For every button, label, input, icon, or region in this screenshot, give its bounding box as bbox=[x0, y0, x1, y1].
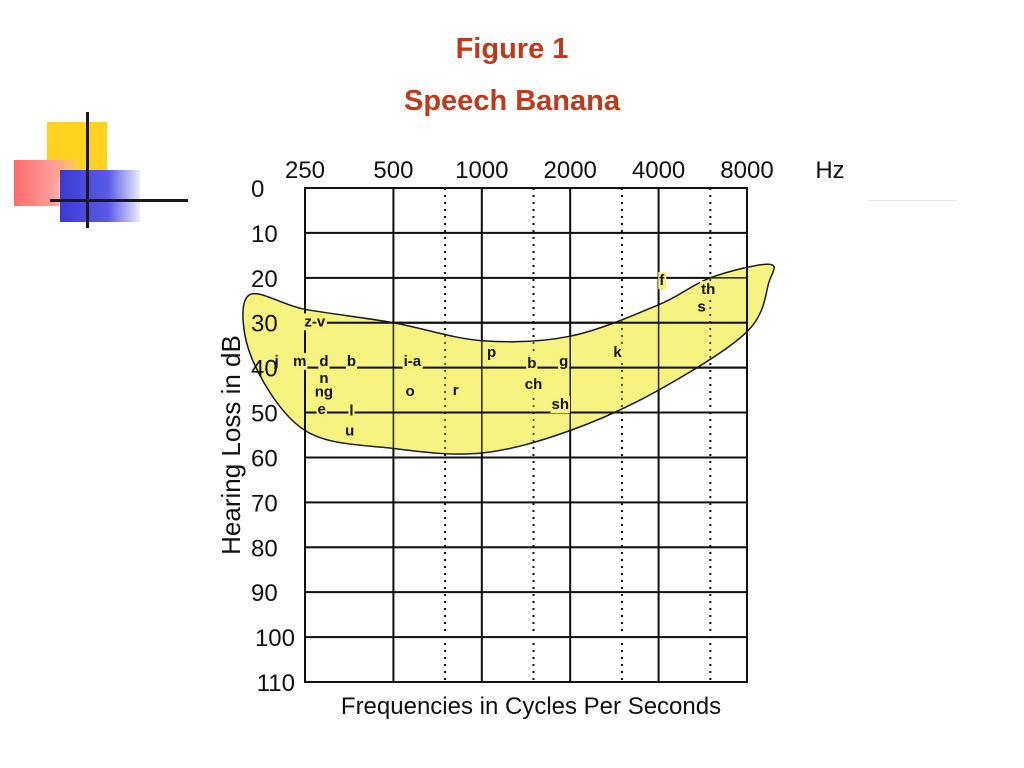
phoneme-label-bg bbox=[292, 352, 308, 370]
phoneme-label-bg bbox=[612, 343, 624, 361]
y-tick-label: 60 bbox=[251, 445, 278, 472]
figure-subtitle: Speech Banana bbox=[404, 85, 620, 117]
phoneme-label: g bbox=[559, 353, 568, 370]
y-tick-label: 0 bbox=[251, 176, 264, 203]
phoneme-label: l bbox=[349, 402, 353, 419]
phoneme-label-bg bbox=[558, 352, 570, 370]
speech-banana bbox=[242, 263, 775, 455]
decor-horizontal-line bbox=[50, 199, 188, 202]
phoneme-label: sh bbox=[551, 396, 569, 413]
y-tick-label: 30 bbox=[251, 311, 278, 338]
phoneme-label: f bbox=[659, 272, 665, 289]
y-tick-label: 70 bbox=[251, 490, 278, 517]
phoneme-label-bg bbox=[318, 369, 330, 387]
phoneme-label: i-a bbox=[404, 353, 422, 370]
phoneme-label: p bbox=[487, 344, 496, 361]
phoneme-label: n bbox=[319, 370, 328, 387]
phoneme-label: o bbox=[406, 383, 415, 400]
x-tick-label: 4000 bbox=[632, 157, 685, 184]
phoneme-label-bg bbox=[526, 355, 538, 373]
phoneme-label-bg bbox=[344, 422, 356, 440]
phoneme-label-bg bbox=[700, 281, 717, 299]
phoneme-label-bg bbox=[303, 313, 327, 331]
phoneme-label-bg bbox=[272, 352, 280, 370]
phoneme-label: j bbox=[273, 353, 278, 370]
phoneme-label-bg bbox=[658, 272, 667, 290]
phoneme-label-bg bbox=[486, 343, 498, 361]
y-tick-label: 20 bbox=[251, 266, 278, 293]
phoneme-label-bg bbox=[313, 383, 335, 401]
phoneme-label-bg bbox=[550, 396, 571, 414]
x-unit-label: Hz bbox=[815, 157, 844, 184]
x-tick-label: 250 bbox=[285, 157, 325, 184]
x-tick-label: 500 bbox=[373, 157, 413, 184]
phoneme-label: ng bbox=[315, 383, 333, 400]
phoneme-label: u bbox=[345, 423, 354, 440]
phoneme-label-bg bbox=[318, 352, 330, 370]
phoneme-label-bg bbox=[316, 400, 327, 418]
phoneme-label: s bbox=[697, 299, 705, 316]
phoneme-label-bg bbox=[451, 382, 460, 400]
y-axis-title: Hearing Loss in dB bbox=[216, 335, 246, 555]
y-tick-label: 40 bbox=[251, 356, 278, 383]
y-tick-label: 80 bbox=[251, 535, 278, 562]
phoneme-label: b bbox=[527, 355, 536, 372]
x-axis-title: Frequencies in Cycles Per Seconds bbox=[341, 693, 721, 720]
x-tick-label: 2000 bbox=[544, 157, 597, 184]
phoneme-label-bg bbox=[402, 352, 423, 370]
phoneme-label: r bbox=[453, 382, 459, 399]
x-tick-label: 8000 bbox=[720, 157, 773, 184]
decor-vertical-line bbox=[86, 112, 89, 228]
y-tick-label: 50 bbox=[251, 401, 278, 428]
phoneme-label-bg bbox=[348, 402, 355, 420]
y-tick-label: 90 bbox=[251, 580, 278, 607]
phoneme-label: k bbox=[613, 344, 622, 361]
phoneme-label: b bbox=[347, 353, 356, 370]
figure-title: Figure 1 bbox=[455, 33, 569, 65]
y-tick-label: 10 bbox=[251, 221, 278, 248]
y-tick-label: 110 bbox=[257, 670, 295, 697]
decor-blue-gradient bbox=[60, 170, 140, 222]
phoneme-label: m bbox=[293, 353, 306, 370]
phoneme-label: e bbox=[318, 401, 326, 418]
phoneme-label-bg bbox=[696, 298, 707, 316]
phoneme-label: z-v bbox=[304, 313, 325, 330]
phoneme-label-bg bbox=[523, 375, 544, 393]
phoneme-label-bg bbox=[345, 352, 358, 370]
decor-faint-line bbox=[868, 200, 958, 201]
phoneme-label: th bbox=[701, 281, 715, 298]
phoneme-label-bg bbox=[404, 382, 416, 400]
phoneme-label: d bbox=[319, 353, 328, 370]
y-tick-label: 100 bbox=[255, 625, 295, 652]
plot-border bbox=[304, 187, 748, 683]
phoneme-label: ch bbox=[525, 376, 543, 393]
x-tick-label: 1000 bbox=[455, 157, 508, 184]
